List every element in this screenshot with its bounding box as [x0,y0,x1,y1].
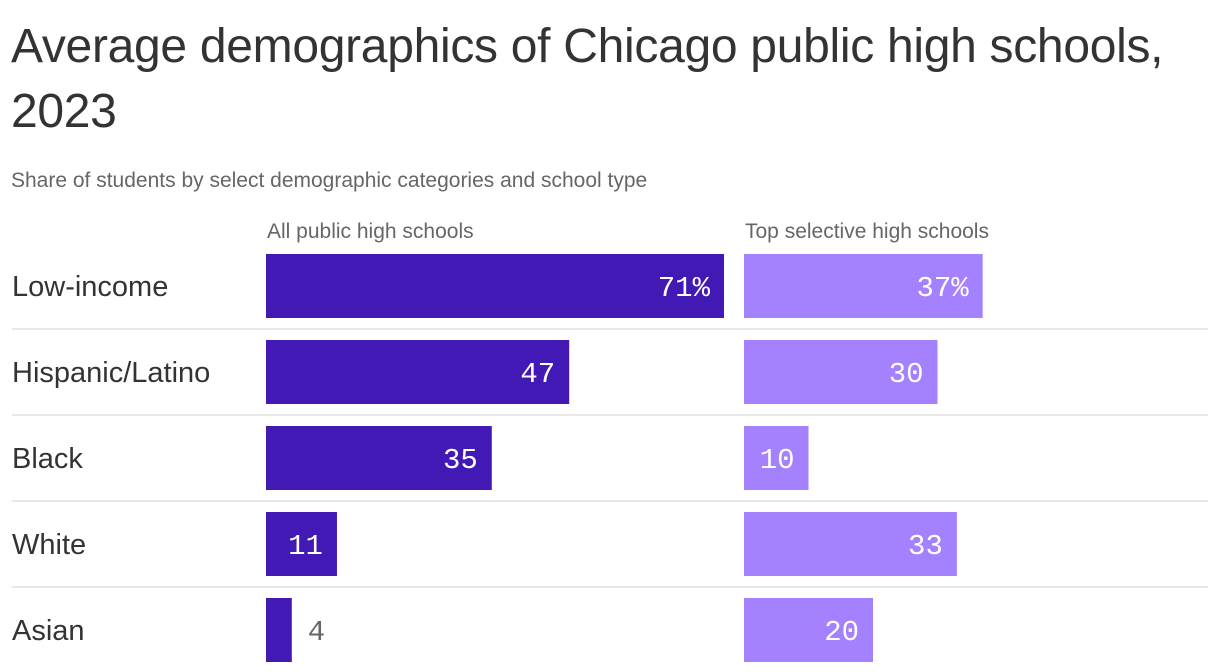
bar [744,598,874,662]
column-header: Top selective high schools [745,220,989,243]
bar [744,426,809,490]
bar [744,254,983,318]
chart-title: Average demographics of Chicago public h… [11,20,1164,138]
category-label: Asian [12,615,85,647]
data-label: 11 [288,530,323,563]
data-label: 47 [520,358,555,391]
data-label: 4 [308,616,325,649]
bar [744,340,938,404]
bar [266,340,570,404]
bar [266,254,724,318]
bar [266,426,492,490]
column-header: All public high schools [267,220,474,243]
data-label: 37% [916,272,969,305]
category-label: Black [12,443,83,475]
chart-subtitle: Share of students by select demographic … [11,169,648,192]
data-label: 71% [658,272,711,305]
bar [266,512,337,576]
data-label: 30 [889,358,924,391]
bar [744,512,957,576]
data-label: 20 [824,616,859,649]
data-label: 33 [908,530,943,563]
category-label: Hispanic/Latino [12,357,210,389]
category-label: Low-income [12,271,168,303]
data-label: 35 [443,444,478,477]
data-label: 10 [760,444,795,477]
bar [266,598,292,662]
category-label: White [12,529,86,561]
